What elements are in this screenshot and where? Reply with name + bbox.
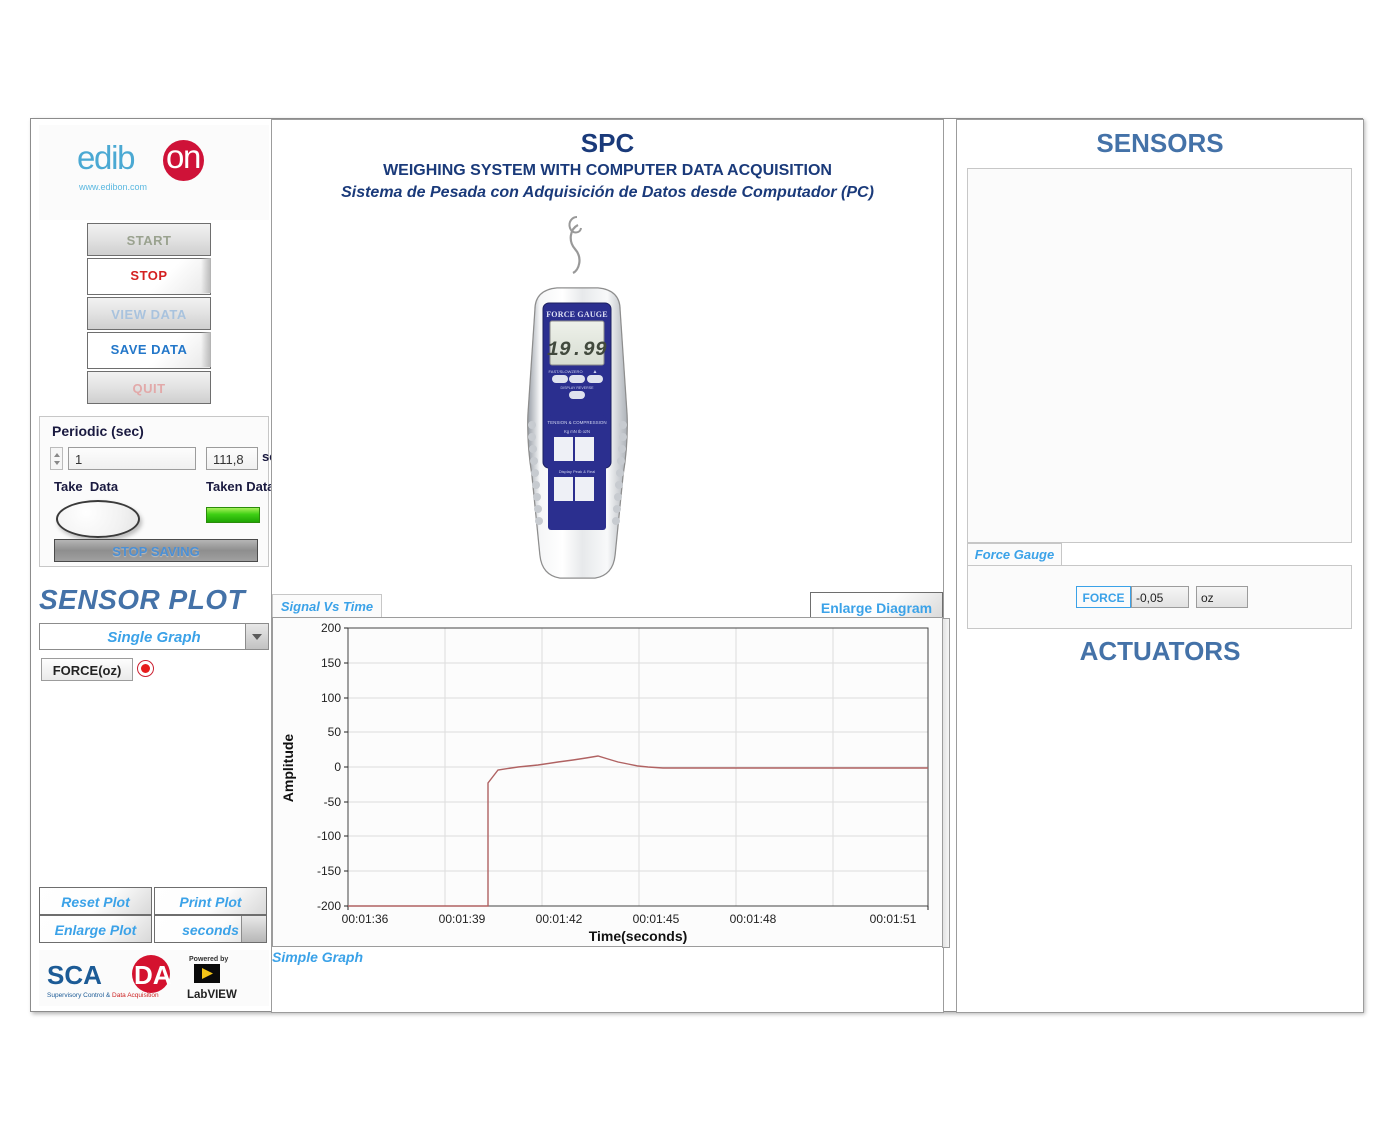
svg-text:LabVIEW: LabVIEW bbox=[187, 989, 237, 1001]
svg-text:00:01:51: 00:01:51 bbox=[870, 912, 917, 926]
svg-text:100: 100 bbox=[321, 691, 341, 705]
svg-text:Supervisory Control & Data Acq: Supervisory Control & Data Acquisition bbox=[47, 992, 159, 999]
svg-text:Display Peak & Real: Display Peak & Real bbox=[559, 469, 596, 474]
svg-text:0: 0 bbox=[334, 760, 341, 774]
svg-text:FAST/SLOW: FAST/SLOW bbox=[549, 369, 572, 374]
svg-text:Kg mN Ib ozN: Kg mN Ib ozN bbox=[564, 429, 590, 434]
svg-text:Time(seconds): Time(seconds) bbox=[589, 928, 688, 944]
svg-text:Powered by: Powered by bbox=[189, 956, 228, 963]
svg-text:SCA: SCA bbox=[47, 960, 102, 990]
svg-text:150: 150 bbox=[321, 656, 341, 670]
svg-text:00:01:42: 00:01:42 bbox=[536, 912, 583, 926]
svg-text:Amplitude: Amplitude bbox=[280, 734, 296, 803]
svg-text:FORCE GAUGE: FORCE GAUGE bbox=[546, 310, 608, 319]
svg-text:▲: ▲ bbox=[593, 369, 598, 375]
svg-text:-50: -50 bbox=[324, 795, 342, 809]
svg-text:00:01:48: 00:01:48 bbox=[730, 912, 777, 926]
svg-text:TENSION & COMPRESSION: TENSION & COMPRESSION bbox=[547, 420, 606, 425]
svg-text:DA: DA bbox=[134, 960, 172, 990]
svg-text:-150: -150 bbox=[317, 864, 341, 878]
svg-text:200: 200 bbox=[321, 621, 341, 635]
svg-text:00:01:39: 00:01:39 bbox=[439, 912, 486, 926]
svg-text:19.99: 19.99 bbox=[547, 339, 607, 362]
svg-text:DISPLAY REVERSE: DISPLAY REVERSE bbox=[560, 386, 594, 390]
svg-text:-200: -200 bbox=[317, 899, 341, 913]
svg-text:-100: -100 bbox=[317, 829, 341, 843]
svg-text:00:01:45: 00:01:45 bbox=[633, 912, 680, 926]
svg-text:ZERO: ZERO bbox=[571, 369, 582, 374]
svg-text:50: 50 bbox=[328, 725, 342, 739]
svg-text:00:01:36: 00:01:36 bbox=[342, 912, 389, 926]
